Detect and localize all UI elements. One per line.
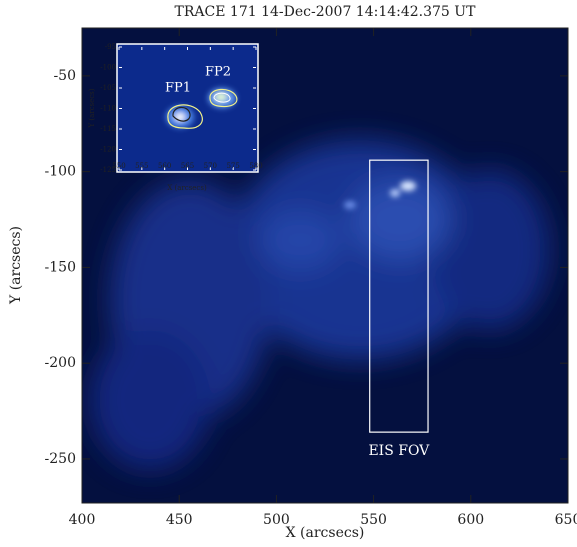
x-tick-label: 575 bbox=[226, 162, 239, 170]
y-tick-label: -105 bbox=[100, 84, 116, 92]
x-tick-label: 550 bbox=[112, 162, 125, 170]
chart-title: TRACE 171 14-Dec-2007 14:14:42.375 UT bbox=[175, 4, 477, 20]
x-axis-label: X (arcsecs) bbox=[286, 525, 365, 541]
y-tick-label: -250 bbox=[45, 451, 76, 467]
x-tick-label: 450 bbox=[166, 512, 193, 528]
x-tick-label: 650 bbox=[555, 512, 577, 528]
x-tick-label: 580 bbox=[249, 162, 262, 170]
inset-frame bbox=[116, 43, 259, 173]
x-tick-label: 565 bbox=[181, 162, 194, 170]
x-tick-label: 555 bbox=[135, 162, 148, 170]
footpoint-label: FP1 bbox=[165, 81, 191, 96]
plot-frame bbox=[81, 27, 569, 504]
y-tick-label: -120 bbox=[100, 146, 116, 154]
eis-fov-label: EIS FOV bbox=[368, 443, 430, 459]
x-tick-label: 400 bbox=[69, 512, 96, 528]
y-tick-label: -100 bbox=[100, 64, 116, 72]
y-tick-label: -95 bbox=[105, 43, 116, 51]
x-tick-label: 570 bbox=[204, 162, 217, 170]
y-tick-label: -100 bbox=[45, 164, 76, 180]
x-tick-label: 500 bbox=[263, 512, 290, 528]
inset-image bbox=[117, 44, 258, 172]
x-tick-label: 550 bbox=[360, 512, 387, 528]
y-tick-label: -125 bbox=[100, 166, 116, 174]
y-tick-label: -150 bbox=[45, 259, 76, 275]
footpoint-label: FP2 bbox=[205, 65, 231, 80]
y-tick-label: -115 bbox=[100, 125, 116, 133]
solar-image bbox=[82, 28, 568, 503]
x-tick-label: 560 bbox=[158, 162, 171, 170]
eis-fov-box bbox=[369, 159, 429, 433]
y-axis-label: Y (arcsecs) bbox=[8, 226, 24, 305]
y-tick-label: -50 bbox=[53, 68, 76, 84]
inset-y-label: Y (arcsecs) bbox=[88, 88, 96, 128]
y-tick-label: -110 bbox=[100, 105, 116, 113]
y-tick-label: -200 bbox=[45, 355, 76, 371]
x-tick-label: 600 bbox=[457, 512, 484, 528]
inset-x-label: X (arcsecs) bbox=[167, 184, 207, 192]
